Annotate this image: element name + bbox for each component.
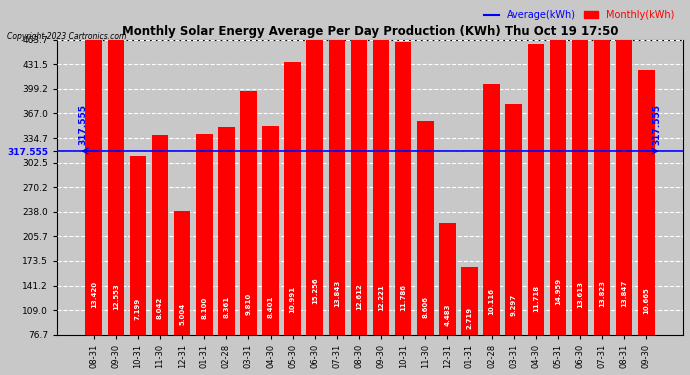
Bar xyxy=(174,210,190,335)
Text: 9.810: 9.810 xyxy=(246,293,251,315)
Bar xyxy=(240,91,257,335)
Bar xyxy=(527,44,544,335)
Text: 13.823: 13.823 xyxy=(599,280,605,308)
Text: 13.613: 13.613 xyxy=(577,281,583,308)
Bar xyxy=(395,42,411,335)
Bar xyxy=(417,121,433,335)
Text: Copyright 2023 Cartronics.com: Copyright 2023 Cartronics.com xyxy=(7,32,126,41)
Text: 15.256: 15.256 xyxy=(312,278,318,304)
Bar xyxy=(306,0,323,335)
Text: 10.665: 10.665 xyxy=(643,287,649,314)
Text: 317.555: 317.555 xyxy=(653,104,662,145)
Text: 14.959: 14.959 xyxy=(555,278,561,305)
Bar xyxy=(196,134,213,335)
Bar xyxy=(373,32,389,335)
Bar xyxy=(572,0,589,335)
Bar xyxy=(152,135,168,335)
Bar xyxy=(461,267,477,335)
Text: 11.786: 11.786 xyxy=(400,284,406,311)
Text: 8.042: 8.042 xyxy=(157,297,163,319)
Title: Monthly Solar Energy Average Per Day Production (KWh) Thu Oct 19 17:50: Monthly Solar Energy Average Per Day Pro… xyxy=(121,26,618,39)
Text: 317.555: 317.555 xyxy=(78,104,87,145)
Bar xyxy=(108,23,124,335)
Bar xyxy=(616,0,633,335)
Text: 13.843: 13.843 xyxy=(334,280,340,307)
Bar xyxy=(594,0,611,335)
Text: 12.612: 12.612 xyxy=(356,283,362,310)
Text: 5.004: 5.004 xyxy=(179,303,185,325)
Text: 13.420: 13.420 xyxy=(90,281,97,308)
Text: 12.553: 12.553 xyxy=(113,283,119,310)
Bar xyxy=(351,22,367,335)
Bar xyxy=(284,62,301,335)
Bar xyxy=(130,156,146,335)
Text: 12.221: 12.221 xyxy=(378,284,384,310)
Text: 4.483: 4.483 xyxy=(444,303,451,326)
Bar xyxy=(262,126,279,335)
Text: 11.718: 11.718 xyxy=(533,284,539,312)
Legend: Average(kWh), Monthly(kWh): Average(kWh), Monthly(kWh) xyxy=(480,6,678,24)
Text: 8.361: 8.361 xyxy=(224,296,229,318)
Text: 7.199: 7.199 xyxy=(135,298,141,321)
Bar xyxy=(550,0,566,335)
Text: 8.401: 8.401 xyxy=(268,296,273,318)
Text: 10.991: 10.991 xyxy=(290,286,295,313)
Bar xyxy=(328,0,345,335)
Bar xyxy=(483,84,500,335)
Text: 8.100: 8.100 xyxy=(201,297,207,319)
Bar xyxy=(218,127,235,335)
Text: 9.297: 9.297 xyxy=(511,294,517,316)
Bar xyxy=(439,224,455,335)
Text: 8.606: 8.606 xyxy=(422,296,428,318)
Text: 13.847: 13.847 xyxy=(621,280,627,307)
Text: 10.116: 10.116 xyxy=(489,288,495,315)
Text: 2.719: 2.719 xyxy=(466,307,473,329)
Bar xyxy=(505,104,522,335)
Bar xyxy=(86,2,102,335)
Bar xyxy=(638,70,655,335)
